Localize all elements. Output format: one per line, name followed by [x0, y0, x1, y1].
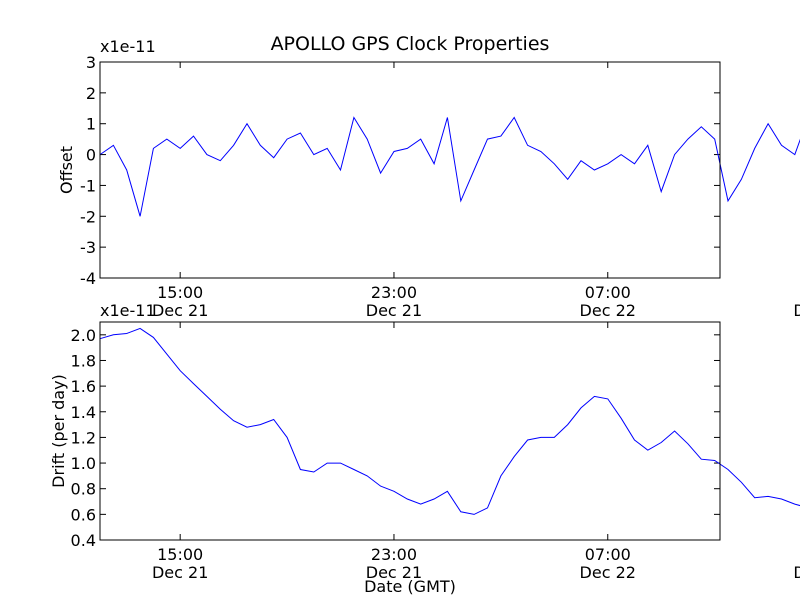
offset-ytick-label: 1 — [86, 115, 96, 134]
offset-ytick-label: 3 — [86, 53, 96, 72]
offset-ytick-label: -1 — [80, 176, 96, 195]
drift-ytick-label: 1.2 — [71, 428, 96, 447]
offset-multiplier: x1e-11 — [100, 37, 156, 56]
offset-xtick-date-label: Dec 22 — [793, 301, 800, 320]
offset-series-line — [99, 116, 800, 217]
drift-xlabel: Date (GMT) — [364, 577, 456, 596]
offset-yticks: -4 -3 -2 -1 0 1 2 3 — [80, 53, 720, 288]
drift-series-line — [99, 327, 800, 515]
drift-ytick-label: 2.0 — [71, 326, 96, 345]
drift-ytick-label: 0.4 — [71, 531, 96, 550]
drift-ytick-label: 1.0 — [71, 454, 96, 473]
drift-xtick-time-label: 15:00 — [798, 545, 800, 564]
drift-ytick-label: 1.4 — [71, 403, 96, 422]
drift-xtick-time-label: 23:00 — [371, 545, 417, 564]
drift-ytick-label: 0.8 — [71, 480, 96, 499]
drift-plot-frame — [99, 321, 721, 541]
drift-xtick-time-label: 07:00 — [585, 545, 631, 564]
drift-ytick-label: 1.6 — [71, 377, 96, 396]
offset-plot-frame — [99, 61, 721, 279]
drift-panel: x1e-11 Drift (per day) Date (GMT) 0.4 0.6… — [49, 301, 800, 596]
offset-xtick-date-label: Dec 22 — [580, 301, 636, 320]
drift-ytick-label: 0.6 — [71, 505, 96, 524]
drift-xtick-date-label: Dec 22 — [580, 563, 636, 582]
drift-xtick-date-label: Dec 21 — [366, 563, 422, 582]
offset-xtick-time-label: 07:00 — [585, 283, 631, 302]
drift-ytick-label: 1.8 — [71, 351, 96, 370]
offset-xtick-date-label: Dec 21 — [366, 301, 422, 320]
offset-ytick-label: -4 — [80, 269, 96, 288]
offset-ylabel: Offset — [57, 146, 76, 194]
drift-xtick-time-label: 15:00 — [157, 545, 203, 564]
drift-ylabel: Drift (per day) — [49, 374, 68, 488]
offset-ytick-label: -2 — [80, 207, 96, 226]
drift-yticks: 0.4 0.6 0.8 1.0 1.2 1.4 1.6 1.8 2.0 — [71, 326, 720, 550]
offset-xtick-time-label: 15:00 — [798, 283, 800, 302]
chart-title: APOLLO GPS Clock Properties — [271, 33, 550, 55]
offset-xtick-date-label: Dec 21 — [152, 301, 208, 320]
offset-ytick-label: -3 — [80, 238, 96, 257]
offset-ytick-label: 0 — [86, 146, 96, 165]
drift-xtick-date-label: Dec 21 — [152, 563, 208, 582]
offset-xtick-time-label: 23:00 — [371, 283, 417, 302]
drift-multiplier: x1e-11 — [100, 301, 156, 320]
offset-xtick-time-label: 15:00 — [157, 283, 203, 302]
offset-ytick-label: 2 — [86, 84, 96, 103]
drift-xtick-date-label: Dec 22 — [793, 563, 800, 582]
